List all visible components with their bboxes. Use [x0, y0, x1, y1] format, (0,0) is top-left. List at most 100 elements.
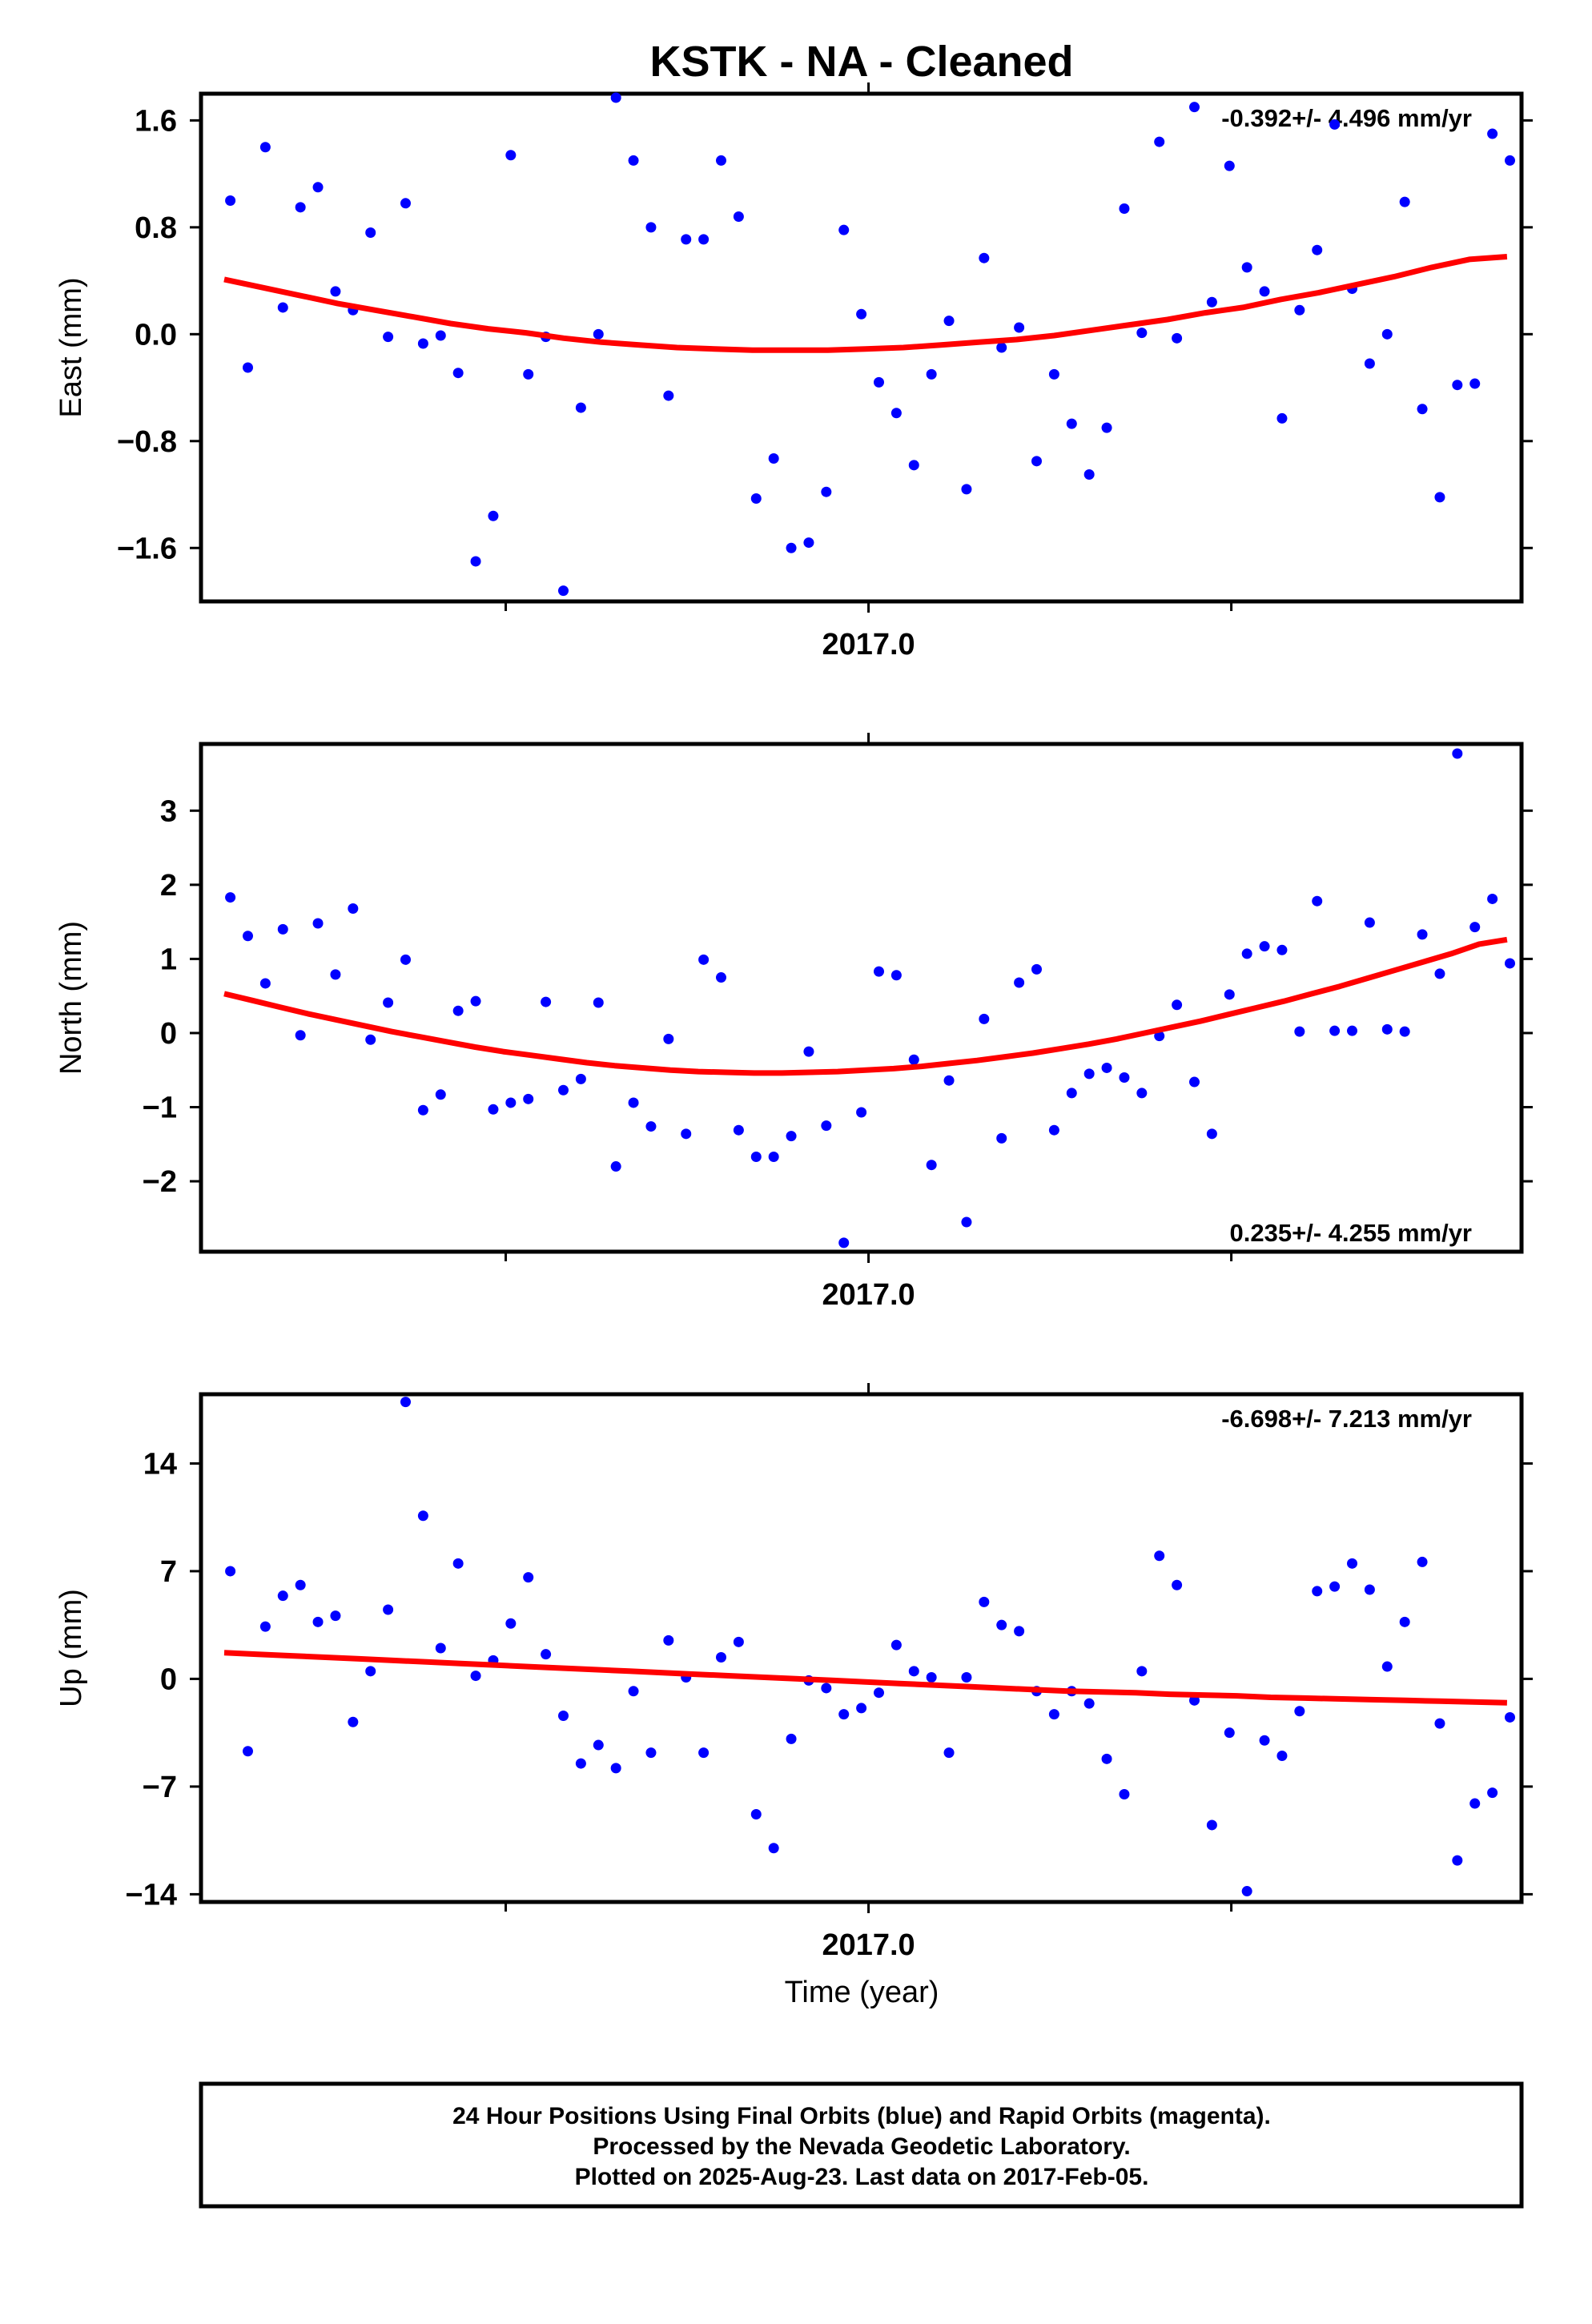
east-y-tick-label: −1.6	[117, 532, 177, 565]
north-data-point	[768, 1152, 779, 1163]
north-data-point	[1469, 922, 1481, 933]
north-data-point	[1329, 1025, 1341, 1036]
up-data-point	[400, 1397, 411, 1408]
up-data-point	[1172, 1579, 1183, 1590]
up-data-point	[1434, 1718, 1445, 1729]
north-data-point	[593, 997, 604, 1008]
up-data-point	[1241, 1886, 1252, 1897]
east-data-point	[383, 332, 394, 343]
east-data-point	[557, 585, 569, 597]
north-data-point	[365, 1034, 376, 1045]
east-plot-frame	[199, 91, 1524, 604]
up-fit-curve	[223, 1650, 1507, 1706]
east-data-point	[277, 302, 288, 313]
east-data-point	[295, 202, 306, 213]
up-data-point	[856, 1703, 867, 1714]
east-fit-curve	[223, 254, 1508, 353]
north-data-point	[1312, 895, 1323, 907]
east-data-point	[1083, 469, 1095, 480]
north-data-point	[1364, 917, 1375, 928]
up-data-point	[610, 1763, 621, 1774]
up-data-point	[1101, 1753, 1112, 1764]
north-data-point	[259, 978, 271, 989]
up-data-point	[1119, 1789, 1130, 1800]
north-y-tick-label: 1	[160, 943, 177, 976]
up-data-point	[1189, 1695, 1200, 1706]
east-y-tick-label: −0.8	[117, 425, 177, 459]
east-data-point	[417, 338, 428, 349]
east-data-point	[681, 234, 692, 245]
up-data-point	[628, 1686, 639, 1697]
north-data-point	[575, 1073, 586, 1084]
north-data-point	[277, 923, 288, 935]
up-data-point	[295, 1579, 306, 1590]
up-y-tick-label: 7	[160, 1555, 177, 1589]
north-data-point	[996, 1132, 1007, 1144]
north-data-point	[1136, 1088, 1148, 1099]
up-data-point	[1224, 1727, 1235, 1739]
up-data-point	[768, 1843, 779, 1854]
up-data-point	[926, 1672, 937, 1683]
up-data-point	[1136, 1666, 1148, 1677]
up-data-point	[330, 1610, 341, 1622]
north-data-point	[1083, 1068, 1095, 1080]
east-data-point	[593, 328, 604, 340]
up-data-point	[733, 1636, 744, 1647]
up-data-point	[1487, 1787, 1498, 1799]
north-data-point	[1189, 1076, 1200, 1088]
north-data-point	[1048, 1124, 1059, 1136]
north-data-point	[383, 997, 394, 1008]
up-data-point	[1083, 1698, 1095, 1709]
up-data-point	[1452, 1855, 1463, 1866]
north-data-point	[1276, 944, 1288, 955]
east-data-point	[1487, 128, 1498, 139]
north-data-point	[1066, 1088, 1077, 1099]
east-data-point	[1136, 328, 1148, 339]
up-y-tick-label: −14	[126, 1878, 177, 1912]
east-data-point	[715, 155, 726, 166]
up-data-point	[1364, 1584, 1375, 1595]
up-y-tick-label: 14	[143, 1447, 177, 1481]
x-axis-label: Time (year)	[785, 1976, 939, 2009]
north-data-point	[488, 1104, 499, 1115]
up-data-point	[417, 1510, 428, 1522]
north-data-point	[295, 1030, 306, 1041]
east-data-point	[1241, 262, 1252, 273]
up-data-point	[1505, 1711, 1516, 1723]
north-rate-label: 0.235+/- 4.255 mm/yr	[1230, 1219, 1472, 1247]
east-data-point	[1434, 492, 1445, 503]
north-data-point	[1487, 893, 1498, 904]
up-data-point	[575, 1758, 586, 1769]
up-data-point	[996, 1619, 1007, 1630]
north-data-point	[557, 1084, 569, 1096]
up-data-point	[1259, 1735, 1270, 1746]
up-data-point	[225, 1566, 236, 1577]
up-y-tick-label: −7	[143, 1771, 177, 1804]
north-data-point	[1399, 1026, 1410, 1037]
east-data-point	[488, 510, 499, 521]
north-data-point	[1031, 963, 1042, 975]
north-y-tick-label: −1	[143, 1092, 177, 1125]
north-data-point	[1452, 748, 1463, 759]
up-y-tick-label: 0	[160, 1663, 177, 1696]
east-data-point	[1066, 418, 1077, 429]
north-data-point	[523, 1093, 534, 1104]
up-data-point	[1381, 1661, 1393, 1672]
up-data-point	[908, 1666, 919, 1677]
up-data-point	[435, 1642, 446, 1654]
north-data-point	[312, 918, 324, 929]
up-x-tick-label: 2017.0	[822, 1928, 915, 1962]
north-data-point	[1505, 958, 1516, 969]
up-data-point	[1294, 1706, 1305, 1717]
east-data-point	[312, 182, 324, 193]
up-data-point	[1469, 1798, 1481, 1809]
up-data-point	[1206, 1819, 1217, 1831]
north-data-point	[505, 1097, 517, 1108]
east-data-point	[1381, 328, 1393, 340]
north-y-axis-label: North (mm)	[54, 921, 88, 1075]
up-data-point	[557, 1711, 569, 1722]
north-data-point	[821, 1120, 832, 1132]
north-data-point	[698, 954, 710, 965]
up-data-point	[312, 1616, 324, 1627]
